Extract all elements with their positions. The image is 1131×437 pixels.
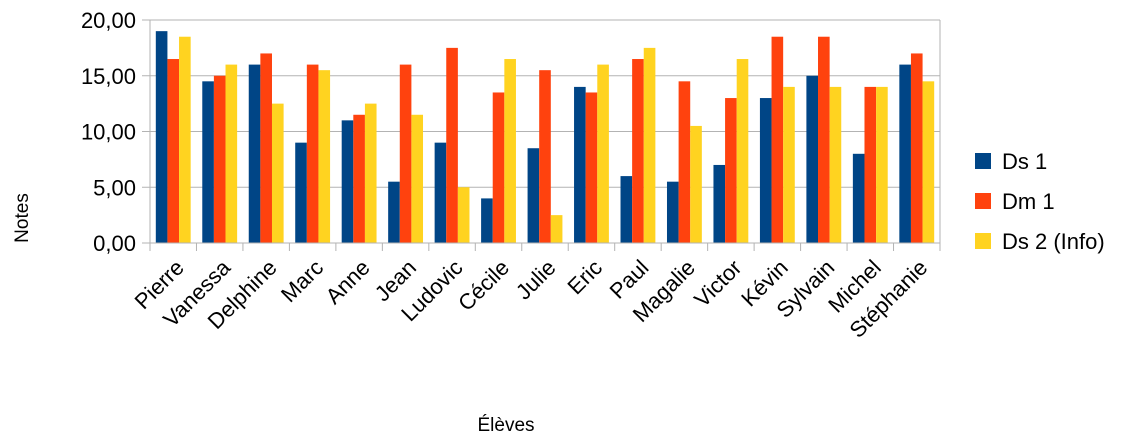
bar — [341, 120, 354, 243]
bar — [806, 75, 819, 243]
bar — [829, 86, 842, 244]
x-tick-label: Marc — [276, 255, 328, 307]
legend: Ds 1 Dm 1 Ds 2 (Info) — [975, 149, 1105, 254]
bar — [353, 114, 365, 244]
bar — [899, 64, 911, 243]
y-tick-label: 15,00 — [81, 64, 136, 89]
x-tick-label: Cécile — [453, 255, 514, 316]
bar — [481, 198, 493, 243]
bar — [504, 59, 516, 244]
y-axis-title: Notes — [12, 193, 33, 243]
bar — [783, 86, 795, 244]
bar — [713, 164, 726, 243]
bar — [434, 142, 447, 243]
y-tick-label: 0,00 — [93, 231, 136, 256]
bar — [666, 181, 679, 243]
bar — [539, 70, 551, 243]
bar — [818, 36, 830, 243]
bar — [632, 59, 644, 244]
bar — [597, 64, 609, 243]
legend-label: Dm 1 — [1002, 189, 1055, 214]
bar — [411, 114, 424, 244]
bar — [643, 47, 656, 243]
bar — [202, 81, 214, 243]
bar — [271, 103, 284, 243]
legend-label: Ds 1 — [1002, 149, 1047, 174]
bar — [736, 59, 749, 244]
bars — [155, 31, 935, 244]
bar — [388, 181, 400, 243]
x-tick-labels: PierreVanessaDelphineMarcAnneJeanLudovic… — [130, 254, 933, 342]
bar — [550, 215, 563, 243]
x-tick-label: Eric — [563, 255, 607, 299]
bar — [364, 103, 377, 243]
bar — [864, 86, 877, 244]
bar — [213, 75, 226, 243]
bar — [155, 31, 168, 244]
legend-swatch — [975, 153, 991, 169]
bar — [771, 36, 784, 243]
bar — [225, 64, 238, 243]
legend-swatch — [975, 233, 991, 249]
bar — [678, 81, 691, 243]
legend-swatch — [975, 193, 991, 209]
bar — [457, 187, 470, 243]
y-tick-label: 5,00 — [93, 175, 136, 200]
x-tick-label: Anne — [321, 255, 375, 309]
x-axis-title: Élèves — [477, 415, 534, 436]
y-tick-labels: 0,00 5,00 10,00 15,00 20,00 — [81, 8, 136, 256]
x-tick-label: Victor — [689, 255, 746, 312]
bar — [876, 86, 888, 244]
bar — [167, 59, 180, 244]
bar — [759, 98, 772, 243]
bar — [922, 81, 935, 243]
bar — [690, 125, 702, 243]
bar — [306, 64, 319, 243]
bar — [492, 92, 505, 243]
bar — [446, 47, 458, 243]
legend-label: Ds 2 (Info) — [1002, 229, 1105, 254]
bar — [574, 86, 586, 244]
y-tick-label: 20,00 — [81, 8, 136, 33]
bar — [910, 53, 923, 244]
bar — [399, 64, 412, 243]
bar — [179, 36, 191, 243]
bar — [260, 53, 272, 244]
x-tick-label: Julie — [511, 255, 561, 305]
bar — [248, 64, 261, 243]
bar — [295, 142, 307, 243]
bar — [585, 92, 598, 243]
y-tick-label: 10,00 — [81, 120, 136, 145]
bar — [318, 70, 331, 243]
bar — [620, 176, 633, 243]
axes — [149, 20, 941, 244]
bar — [725, 98, 737, 243]
bar — [527, 148, 540, 243]
bar — [852, 153, 865, 243]
